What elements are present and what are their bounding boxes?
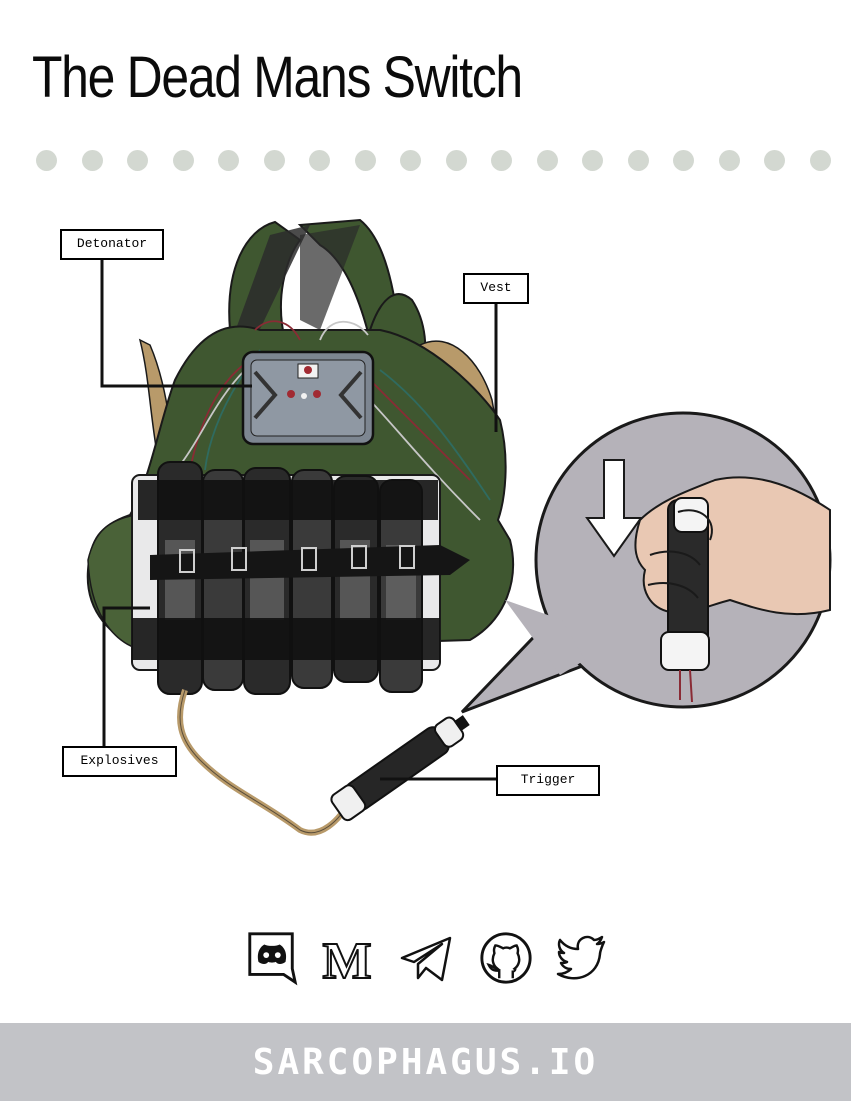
divider-dot (172, 150, 194, 171)
trigger-handle (330, 715, 470, 822)
divider-dot (673, 150, 694, 171)
divider-dot (627, 150, 649, 171)
divider-dot (400, 150, 421, 171)
divider-dot (127, 150, 148, 171)
divider-dot (582, 150, 603, 171)
divider-dot (309, 150, 330, 171)
divider-dot (36, 150, 57, 171)
trigger-label: Trigger (496, 765, 600, 796)
vest-label: Vest (463, 273, 529, 304)
trigger-closeup-bubble (460, 411, 832, 714)
divider-dot (764, 150, 785, 171)
twitter-icon[interactable] (556, 930, 608, 986)
suicide-vest-illustration (86, 218, 832, 836)
explosives-label: Explosives (62, 746, 177, 777)
discord-icon[interactable] (244, 930, 300, 986)
dotted-divider (36, 150, 836, 172)
down-arrow-icon (585, 459, 643, 558)
divider-dot (809, 150, 831, 171)
detonator-label: Detonator (60, 229, 164, 260)
divider-dot (718, 150, 740, 171)
divider-dot (536, 150, 558, 171)
divider-dot (354, 150, 376, 171)
divider-dot (445, 150, 467, 171)
divider-dot (218, 150, 239, 171)
divider-dot (81, 150, 103, 171)
footer-brand[interactable]: SARCOPHAGUS.IO (252, 1041, 599, 1083)
github-icon[interactable] (477, 930, 535, 986)
page-title: The Dead Mans Switch (32, 45, 523, 110)
footer-bar: SARCOPHAGUS.IO (0, 1023, 851, 1101)
detonator-box (241, 350, 375, 446)
svg-text:M: M (322, 933, 371, 986)
divider-dot (491, 150, 512, 171)
leader-lines (100, 258, 498, 781)
medium-icon[interactable]: M (318, 930, 376, 986)
divider-dot (263, 150, 285, 171)
telegram-icon[interactable] (398, 930, 456, 986)
